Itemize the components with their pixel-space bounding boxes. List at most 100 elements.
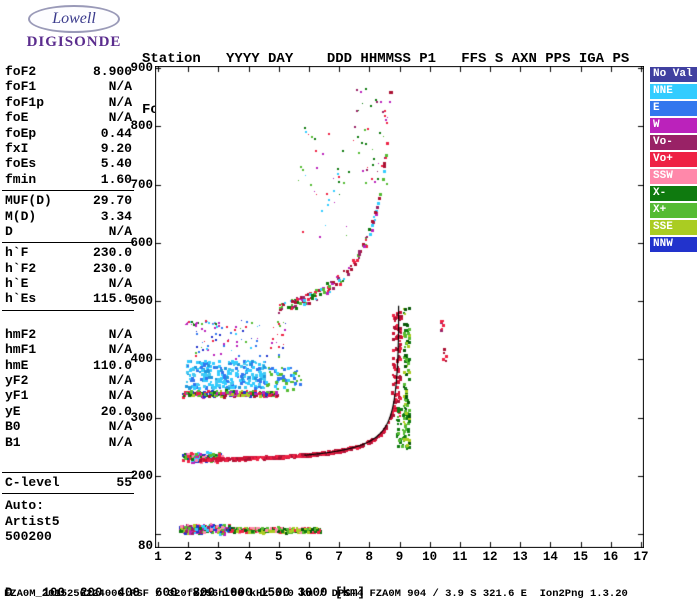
param-label: M(D) (5, 208, 37, 224)
param-row-hmf2: hmF2 N/A (2, 327, 134, 342)
param-label: hmF2 (5, 326, 37, 342)
legend-item-vo+: Vo+ (650, 152, 697, 167)
param-row-yf2: yF2 N/A (2, 373, 134, 388)
param-group-1: MUF(D) 29.70 M(D) 3.34 D N/A (2, 193, 134, 239)
param-label: fxI (5, 140, 29, 156)
param-row-d: D N/A (2, 224, 134, 239)
param-label: yE (5, 403, 21, 419)
x-axis-tick-label: 5 (274, 550, 283, 564)
param-value: N/A (108, 419, 132, 435)
panel-separator (2, 309, 134, 311)
param-value: N/A (108, 110, 132, 126)
x-axis-tick-label: 17 (633, 550, 649, 564)
param-row-b0: B0 N/A (2, 419, 134, 434)
param-value: N/A (108, 94, 132, 110)
y-axis-tick-label: 80 (137, 539, 153, 553)
param-value: 3.34 (100, 208, 132, 224)
x-axis-tick-label: 10 (422, 550, 438, 564)
param-label: h`F (5, 245, 29, 261)
param-row-clevel: C-level 55 (2, 475, 134, 490)
legend-item-x-: X- (650, 186, 697, 201)
x-axis-tick-label: 1 (154, 550, 162, 564)
y-axis-tick-label: 200 (130, 469, 153, 484)
param-value: 230.0 (92, 245, 132, 261)
param-row-ye: yE 20.0 (2, 404, 134, 419)
param-row-hme: hmE 110.0 (2, 358, 134, 373)
legend-item-no-val: No Val (650, 67, 697, 82)
y-axis-tick-label: 400 (130, 352, 153, 367)
distance-muf-table: D 100 200 400 600 800 1000 1500 3000 [km… (5, 561, 373, 600)
distance-row: D 100 200 400 600 800 1000 1500 3000 [km… (5, 586, 366, 600)
param-group-2: h`F 230.0 h`F2 230.0 h`E N/A h`Es 115.0 (2, 245, 134, 307)
param-row-foep: foEp 0.44 (2, 126, 134, 141)
digisonde-brand: DIGISONDE (26, 34, 122, 50)
panel-separator (2, 242, 134, 244)
param-label: Artist5 (5, 513, 60, 529)
direction-legend: No Val NNE E W Vo- Vo+ SSW X- X+ SSE NNW (650, 67, 697, 254)
y-axis-tick-label: 700 (130, 177, 153, 192)
x-axis-tick-label: 6 (305, 550, 313, 564)
param-value: 9.20 (100, 140, 132, 156)
param-value: 8.900 (92, 64, 132, 79)
panel-separator (2, 493, 134, 495)
param-label: h`E (5, 276, 29, 292)
ionogram-plot: 1 2 3 4 5 6 7 8 9 10 11 12 13 14 15 16 17 900 800 700 600 500… (130, 61, 648, 564)
x-axis-tick-label: 8 (365, 550, 374, 564)
param-value: 20.0 (100, 403, 132, 419)
param-label: h`Es (5, 291, 37, 307)
param-row-foes: foEs 5.40 (2, 156, 134, 171)
param-label: 500200 (5, 529, 52, 545)
param-value: N/A (108, 276, 132, 292)
param-row-hf: h`F 230.0 (2, 245, 134, 260)
x-axis-tick-label: 9 (395, 550, 404, 564)
lowell-logo-oval: Lowell (28, 5, 120, 33)
x-axis-tick-label: 2 (184, 550, 192, 564)
param-row-fmin: fmin 1.60 (2, 172, 134, 187)
x-axis-tick-label: 11 (452, 550, 468, 564)
legend-item-nnw: NNW (650, 237, 697, 252)
param-row-artist5: Artist5 (2, 514, 134, 529)
param-row-auto: Auto: (2, 498, 134, 513)
param-row-fof1: foF1 N/A (2, 79, 134, 94)
param-label: fmin (5, 171, 37, 187)
param-group-4: C-level 55 (2, 475, 134, 490)
param-label: foEs (5, 156, 37, 172)
param-label: Auto: (5, 498, 45, 514)
x-axis-tick-label: 15 (573, 550, 589, 564)
digisonde-logo: Lowell DIGISONDE (8, 5, 140, 51)
y-axis-tick-label: 900 (130, 61, 153, 75)
panel-separator (2, 190, 134, 192)
x-axis-tick-label: 7 (335, 550, 343, 564)
header-station-line: Station YYYY DAY DDD HHMMSS P1 FFS S AXN… (142, 51, 630, 67)
legend-item-x+: X+ (650, 203, 697, 218)
param-label: B0 (5, 419, 21, 435)
param-row-foe: foE N/A (2, 110, 134, 125)
param-value: N/A (108, 223, 132, 239)
x-axis-tick-label: 3 (214, 550, 223, 564)
param-value: N/A (108, 388, 132, 404)
legend-item-e: E (650, 101, 697, 116)
param-row-b1: B1 N/A (2, 435, 134, 450)
param-label: hmF1 (5, 342, 37, 358)
param-label: h`F2 (5, 260, 37, 276)
param-row-mufd: MUF(D) 29.70 (2, 193, 134, 208)
param-group-5: Auto: Artist5 500200 (2, 498, 134, 544)
param-label: foE (5, 110, 29, 126)
param-label: foF1 (5, 79, 37, 95)
x-axis-tick-label: 12 (482, 550, 498, 564)
y-axis-tick-label: 800 (130, 119, 153, 134)
legend-item-w: W (650, 118, 697, 133)
param-label: C-level (5, 474, 60, 490)
param-label: B1 (5, 434, 21, 450)
param-label: foF2 (5, 64, 37, 79)
param-value: 0.44 (100, 125, 132, 141)
param-value: 1.60 (100, 171, 132, 187)
param-value: 5.40 (100, 156, 132, 172)
param-value: 110.0 (92, 357, 132, 373)
ionogram-canvas (155, 66, 644, 548)
param-value: N/A (108, 79, 132, 95)
param-value: N/A (108, 434, 132, 450)
param-label: hmE (5, 357, 29, 373)
param-value: N/A (108, 326, 132, 342)
y-axis-tick-label: 300 (130, 410, 153, 425)
